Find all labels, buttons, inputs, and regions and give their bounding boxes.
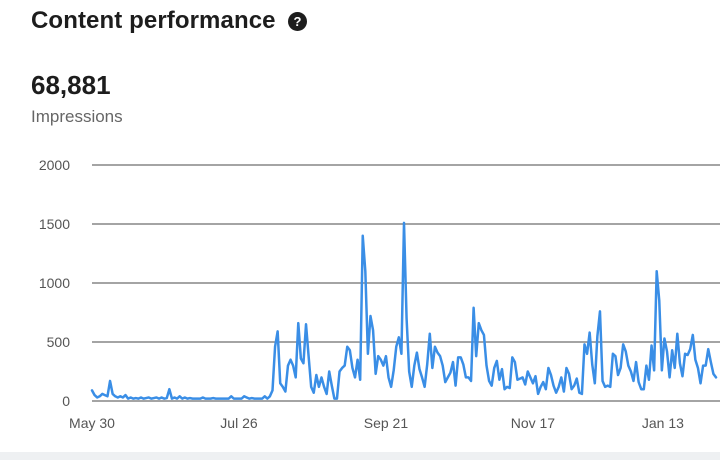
question-circle-icon[interactable]: ? xyxy=(287,11,307,31)
impressions-series-line xyxy=(90,221,718,400)
y-tick-label: 2000 xyxy=(39,157,70,173)
y-tick-label: 1000 xyxy=(39,275,70,291)
footer-band xyxy=(0,452,720,460)
impressions-line-chart: 0 500 1000 1500 2000 May 30 Jul 26 Sep 21 Nov 17… xyxy=(39,157,720,431)
card-header: Content performance ? xyxy=(31,4,307,38)
card-title: Content performance xyxy=(31,7,276,34)
x-tick-label: Jan 13 xyxy=(642,415,684,431)
x-tick-label: Jul 26 xyxy=(220,415,258,431)
impressions-label: Impressions xyxy=(31,107,123,126)
y-tick-label: 0 xyxy=(62,393,70,409)
impressions-value: 68,881 xyxy=(31,70,111,100)
svg-text:?: ? xyxy=(293,14,301,29)
y-tick-label: 1500 xyxy=(39,216,70,232)
x-tick-label: Sep 21 xyxy=(364,415,409,431)
y-tick-label: 500 xyxy=(47,334,71,350)
x-tick-label: Nov 17 xyxy=(511,415,556,431)
x-tick-label: May 30 xyxy=(69,415,115,431)
